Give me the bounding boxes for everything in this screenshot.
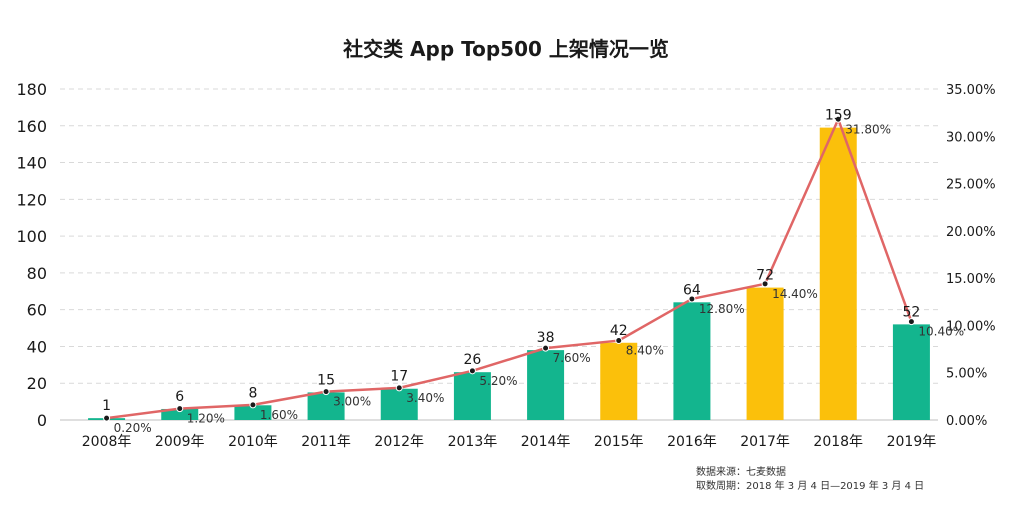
x-tick-label: 2014年 [521,434,571,450]
y-right-tick-label: 20.00% [946,225,996,240]
bar-value-label: 6 [175,389,184,405]
bar [746,287,784,420]
y-right-tick-label: 30.00% [946,130,996,145]
bar [527,350,565,420]
share-point [395,384,403,392]
y-right-tick-label: 15.00% [946,272,996,287]
bar [380,388,418,420]
share-line [106,118,913,420]
y-left-tick-label: 40 [27,337,47,356]
share-value-label: 5.20% [479,374,517,388]
bar [161,408,199,420]
x-tick-label: 2017年 [740,434,790,450]
bar [892,324,930,420]
share-point [761,280,769,288]
bar-value-label: 15 [317,372,335,388]
y-left-tick-label: 20 [27,374,47,393]
bar [453,372,491,420]
bar-value-label: 38 [537,330,555,346]
share-value-label: 0.20% [114,421,152,435]
x-tick-label: 2012年 [374,434,424,450]
y-left-tick-label: 0 [37,411,47,430]
share-value-label: 10.40% [918,325,964,339]
share-value-label: 3.00% [333,395,371,409]
x-tick-label: 2008年 [82,434,132,450]
share-point [176,405,184,413]
bar-value-label: 42 [610,323,628,339]
bar-value-label: 159 [825,108,852,124]
share-point [103,414,111,422]
bar-value-label: 1 [102,398,111,414]
x-tick-label: 2011年 [301,434,351,450]
share-point [907,318,915,326]
source-line-2: 取数周期：2018 年 3 月 4 日—2019 年 3 月 4 日 [696,481,925,492]
share-point [249,401,257,409]
x-tick-label: 2015年 [594,434,644,450]
y-right-tick-label: 5.00% [946,367,987,382]
y-right-tick-label: 35.00% [946,83,996,98]
y-left-tick-label: 160 [16,117,47,136]
share-value-label: 14.40% [772,287,818,301]
y-left-tick-label: 140 [16,154,47,173]
y-right-tick-label: 10.00% [946,319,996,334]
x-tick-label: 2009年 [155,434,205,450]
bar [819,127,857,420]
y-left-tick-label: 60 [27,301,47,320]
y-left-tick-label: 180 [16,80,47,99]
bar-value-label: 52 [903,304,921,320]
share-point [834,115,842,123]
y-left-tick-label: 120 [16,190,47,209]
x-tick-label: 2016年 [667,434,717,450]
bar-value-label: 72 [756,268,774,284]
share-point [322,388,330,396]
x-tick-label: 2019年 [887,434,937,450]
bar [234,405,272,420]
share-value-label: 31.80% [845,122,891,136]
share-point [542,344,550,352]
bar-value-label: 64 [683,282,701,298]
bar [307,392,345,420]
share-value-label: 12.80% [699,302,745,316]
share-value-label: 8.40% [626,344,664,358]
bar-value-label: 26 [464,352,482,368]
y-right-tick-label: 25.00% [946,178,996,193]
y-left-tick-label: 80 [27,264,47,283]
share-point [468,367,476,375]
x-tick-label: 2018年 [813,434,863,450]
y-left-tick-label: 100 [16,227,47,246]
bar-value-label: 8 [248,385,257,401]
share-value-label: 3.40% [406,391,444,405]
bar-value-label: 17 [390,369,408,385]
share-value-label: 1.60% [260,408,298,422]
share-value-label: 1.20% [187,412,225,426]
bar [600,342,638,420]
share-point [615,337,623,345]
x-tick-label: 2013年 [448,434,498,450]
x-tick-label: 2010年 [228,434,278,450]
source-line-1: 数据来源：七麦数据 [696,467,786,478]
share-value-label: 7.60% [553,351,591,365]
bar [673,302,711,420]
chart-title: 社交类 App Top500 上架情况一览 [343,37,669,61]
y-right-tick-label: 0.00% [946,414,987,429]
data-source-note: 数据来源：七麦数据 取数周期：2018 年 3 月 4 日—2019 年 3 月… [696,466,924,494]
share-point [688,295,696,303]
